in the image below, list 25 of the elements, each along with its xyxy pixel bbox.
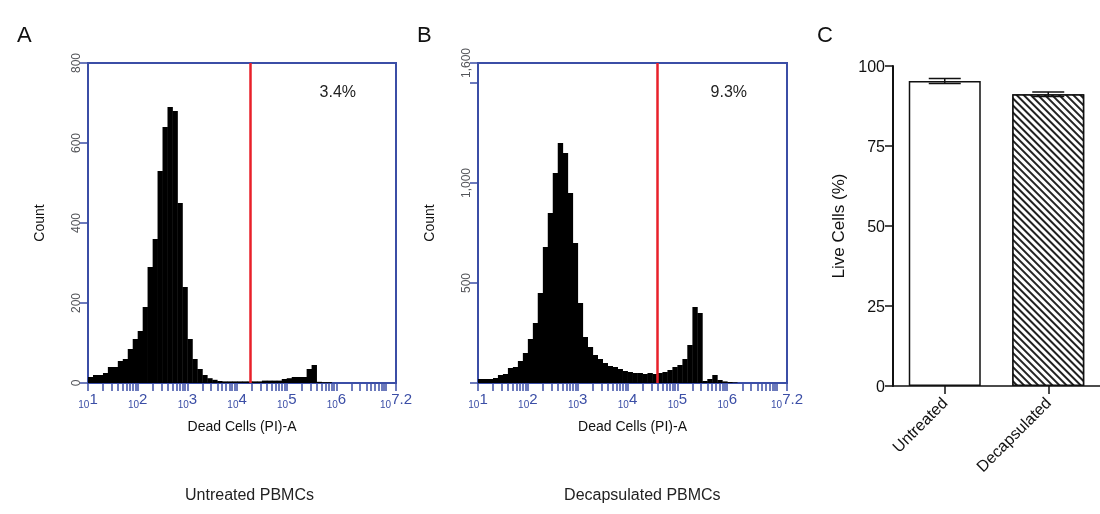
y-tick-label: 75 (867, 137, 886, 155)
y-tick-label: 200 (69, 292, 83, 314)
text: Decapsulated PBMCs (564, 485, 721, 503)
text: Untreated PBMCs (185, 485, 314, 503)
y-tick-label: 100 (858, 57, 886, 75)
y-axis-title: Count (31, 204, 47, 242)
annotation: 9.3% (710, 82, 747, 100)
y-axis-title: Count (421, 204, 437, 242)
y-tick-label: 0 (876, 377, 886, 395)
y-tick-label: 800 (69, 52, 83, 74)
y-tick-label: 500 (459, 272, 473, 294)
y-tick-label: 600 (69, 132, 83, 154)
y-tick-label: 0 (69, 379, 83, 387)
y-axis-title: Live Cells (%) (829, 173, 849, 279)
x-axis-title: Dead Cells (PI)-A (187, 418, 298, 434)
y-tick-label: 1,600 (459, 47, 473, 79)
y-tick-label: 50 (867, 217, 886, 235)
annotation: 3.4% (319, 82, 356, 100)
chart-title: A (17, 21, 32, 47)
chart-title: B (417, 21, 432, 47)
x-axis-title: Dead Cells (PI)-A (578, 418, 688, 434)
y-tick-label: 1,000 (459, 167, 473, 199)
y-tick-label: 400 (69, 212, 83, 234)
y-tick-label: 25 (867, 297, 886, 315)
chart-title: C (817, 21, 833, 47)
